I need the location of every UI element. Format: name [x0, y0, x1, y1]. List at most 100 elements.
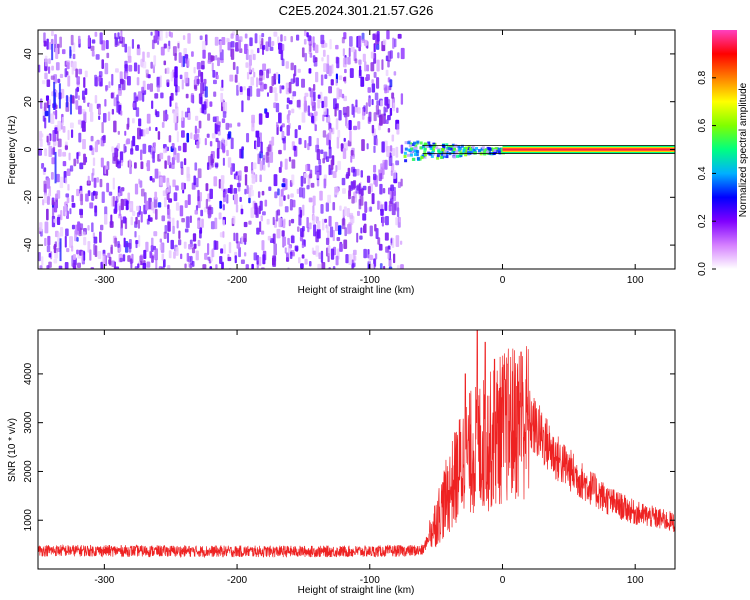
spectrogram-cell	[154, 191, 158, 200]
spectrogram-cell	[219, 256, 223, 264]
spectrogram-cell	[233, 187, 238, 194]
spectrogram-cell	[201, 40, 206, 50]
x-tick-label: -300	[94, 275, 114, 286]
spectrogram-cell	[361, 38, 366, 43]
spectrogram-cell	[379, 183, 383, 195]
spectrogram-cell	[385, 69, 389, 76]
spectrogram-cell	[103, 213, 108, 225]
spectrogram-cell	[315, 44, 319, 54]
spectrogram-cell	[151, 237, 154, 249]
spectrogram-cell	[337, 160, 342, 171]
spectrogram-cell	[493, 148, 497, 152]
spectrogram-cell	[459, 154, 463, 158]
spectrogram-cell	[376, 100, 381, 106]
spectrogram-cell	[81, 251, 84, 262]
spectrogram-cell	[136, 77, 140, 86]
spectrogram-cell	[146, 51, 150, 58]
spectrogram-cell	[274, 92, 278, 102]
spectrogram-cell	[199, 35, 203, 41]
spectrogram-signal-trace	[403, 140, 675, 163]
spectrogram-cell	[97, 251, 102, 259]
spectrogram-cell	[277, 209, 281, 216]
spectrogram-cell	[452, 151, 456, 155]
spectrogram-cell	[341, 93, 345, 99]
spectrogram-cell	[171, 163, 175, 169]
spectrogram-cell	[236, 66, 239, 75]
spectrogram-cell	[228, 123, 233, 128]
spectrogram-cell	[332, 265, 336, 269]
spectrogram-cell	[264, 199, 268, 207]
spectrogram-cell	[220, 248, 224, 254]
spectrogram-cell	[43, 180, 47, 193]
spectrogram-cell	[114, 36, 118, 47]
spectrogram-cell	[395, 160, 400, 166]
spectrogram-cell	[331, 64, 334, 74]
spectrogram-cell	[167, 182, 171, 193]
spectrogram-cell	[71, 202, 76, 208]
spectrogram-cell	[330, 159, 334, 170]
spectrogram-cell	[143, 264, 146, 269]
x-tick-label: -300	[94, 575, 114, 586]
spectrogram-cell	[83, 153, 86, 166]
spectrogram-cell	[306, 32, 309, 38]
spectrogram-cell	[338, 75, 343, 81]
spectrogram-cell	[238, 246, 241, 258]
spectrogram-cell	[315, 245, 320, 257]
spectrogram-cell	[185, 93, 189, 99]
spectrogram-cell	[259, 160, 263, 171]
spectrogram-cell	[99, 231, 102, 243]
spectrogram-cell	[75, 68, 78, 78]
spectrogram-cell	[110, 92, 114, 99]
spectrogram-cell	[107, 252, 111, 258]
spectrogram-cell	[76, 87, 80, 92]
spectrogram-cell	[413, 141, 417, 145]
spectrogram-cell	[66, 62, 70, 70]
spectrogram-cell	[43, 32, 46, 44]
spectrogram-cell	[397, 33, 402, 39]
spectrogram-cell	[96, 76, 99, 86]
spectrogram-cell	[222, 191, 226, 203]
spectrogram-cell	[48, 66, 51, 74]
spectrogram-cell	[393, 38, 397, 48]
spectrogram-cell	[432, 149, 436, 153]
spectrogram-cell	[278, 217, 282, 228]
spectrogram-cell	[263, 164, 266, 171]
spectrogram-cell	[301, 254, 305, 259]
spectrogram-cell	[164, 197, 167, 208]
spectrogram-cell	[155, 259, 158, 269]
spectrogram-cell	[205, 183, 209, 192]
spectrogram-cell	[449, 147, 453, 151]
spectrogram-cell	[259, 70, 263, 81]
spectrogram-cell	[288, 219, 291, 227]
spectrogram-cell	[488, 151, 492, 155]
spectrogram-cell	[355, 99, 358, 108]
spectrogram-cell	[66, 71, 69, 76]
spectrogram-cell	[351, 195, 355, 204]
spectrogram-cell	[329, 128, 332, 141]
spectrogram-cell	[71, 195, 74, 203]
spectrogram-cell	[254, 33, 258, 44]
spectrogram-cell	[403, 151, 407, 155]
spectrogram-cell	[350, 46, 355, 53]
spectrogram-cell	[69, 236, 74, 248]
spectrogram-cell	[427, 141, 431, 145]
spectrogram-cell	[342, 57, 347, 68]
spectrogram-cell	[160, 46, 165, 56]
x-tick-label: -200	[227, 275, 247, 286]
spectrogram-cell	[271, 76, 275, 86]
spectrogram-cell	[485, 150, 489, 154]
spectrogram-cell	[130, 258, 133, 269]
spectrogram-cell	[119, 216, 123, 221]
spectrogram-cell	[146, 160, 151, 172]
spectrogram-cell	[339, 243, 343, 252]
spectrogram-cell	[38, 148, 42, 156]
spectrogram-cell	[328, 267, 331, 269]
spectrogram-cell	[367, 185, 371, 195]
spectrogram-cell	[356, 210, 360, 217]
spectrogram-cell	[393, 71, 397, 76]
spectrogram-cell	[159, 176, 163, 186]
spectrogram-cell	[312, 250, 317, 255]
spectrogram-cell	[41, 162, 45, 169]
spectrogram-cell	[365, 74, 370, 81]
spectrogram-cell	[409, 151, 413, 155]
